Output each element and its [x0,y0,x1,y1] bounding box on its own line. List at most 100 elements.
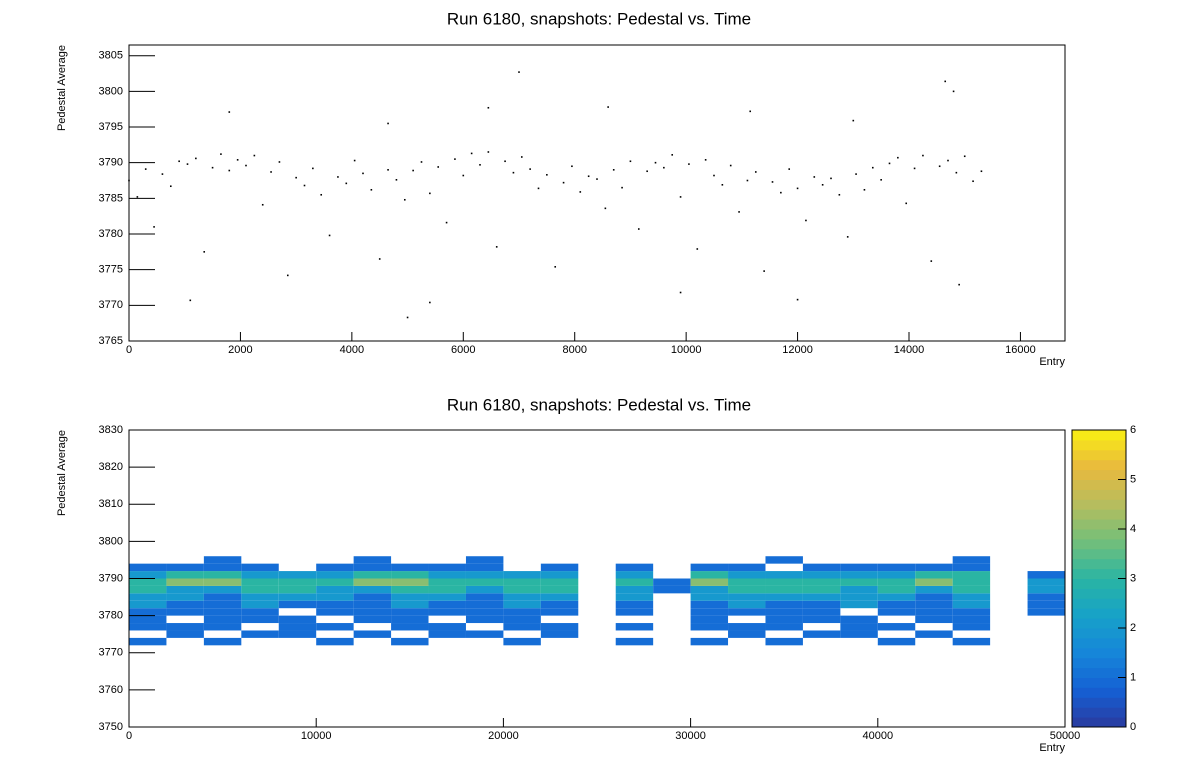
point [930,260,933,262]
heat-cell [802,593,841,601]
point [261,203,264,206]
heat-cell [728,608,766,616]
colorbar-band [1072,667,1126,678]
heat-cell [203,571,242,579]
heat-cell [241,593,279,601]
heat-cell [203,585,242,594]
point [788,168,791,170]
heat-cell [428,563,466,572]
point [378,258,381,260]
y-tick-label: 3810 [99,498,123,510]
point [161,173,164,175]
heat-cell [1027,608,1065,616]
heat-cell [765,571,803,579]
heat-cell [728,630,766,638]
point [403,198,406,201]
heat-cell [465,615,504,624]
heat-cell [540,578,579,586]
heat-cell [690,563,729,572]
heat-cell [203,600,242,609]
point [537,187,540,190]
heat-cell [728,585,766,594]
point [245,164,247,167]
point [387,122,389,125]
heat-cell [540,623,579,631]
heat-cell [503,585,541,594]
heat-cell [952,615,991,624]
heat-cell [166,630,204,638]
heat-cell [129,608,167,616]
heat-cell [540,608,579,616]
colorbar-band [1072,558,1126,570]
colorbar-tick-label: 4 [1130,523,1136,535]
heat-cell [615,585,654,594]
point [905,202,908,205]
heat-cell [615,563,654,572]
point [880,179,882,181]
point [554,266,557,268]
point [637,228,640,230]
heat-cell [428,593,466,601]
colorbar-band [1072,538,1126,550]
colorbar-band [1072,509,1126,520]
heat-cell [728,600,766,609]
point [328,234,331,237]
heat-cell [278,585,317,594]
heat-cell [428,623,466,631]
colorbar-band [1072,707,1126,718]
heat-cell [877,623,916,631]
heat-cell [316,593,354,601]
heat-cell [316,600,354,609]
point [437,166,440,168]
heat-cell [129,600,167,609]
x-tick-label: 2000 [228,344,252,356]
heat-cell [316,578,354,586]
point [679,291,682,294]
heat-cell [203,578,242,586]
heat-cell [952,578,991,586]
heat-cell [391,637,429,646]
heat-cell [391,571,429,579]
heat-cell [877,600,916,609]
heat-cell [353,563,392,572]
heat-cell [540,571,579,579]
x-tick-label: 0 [126,730,132,742]
point [704,159,707,161]
heat-cell [615,623,654,631]
heat-cell [952,571,991,579]
heat-cell [840,593,878,601]
colorbar-band [1072,430,1126,441]
point [947,159,949,162]
heat-cell [391,615,429,624]
heat-cell [316,637,354,646]
heat-cell [952,600,991,609]
heat-cell [166,578,204,586]
y-tick-label: 3800 [99,85,123,97]
heat-cell [353,556,392,564]
point [646,170,648,173]
colorbar-tick-label: 1 [1130,671,1136,683]
heat-cell [690,585,729,594]
point [220,153,222,155]
x-tick-label: 8000 [562,344,586,356]
heat-cell [877,571,916,579]
heat-cell [615,578,654,586]
colorbar-band [1072,647,1126,659]
heat-cell [802,585,841,594]
heat-cell [802,563,841,572]
heat-cell [166,593,204,601]
heat-cell [952,593,991,601]
heat-cell [540,630,579,638]
point [278,161,281,163]
colorbar-band [1072,618,1126,629]
heat-cell [690,615,729,624]
heat-cell [877,593,916,601]
y-tick-label: 3800 [99,535,123,547]
point [195,157,197,160]
point [462,174,465,177]
heat-cell [765,608,803,616]
heat-cell [840,600,878,609]
point [780,191,782,194]
heat-cell [203,615,242,624]
